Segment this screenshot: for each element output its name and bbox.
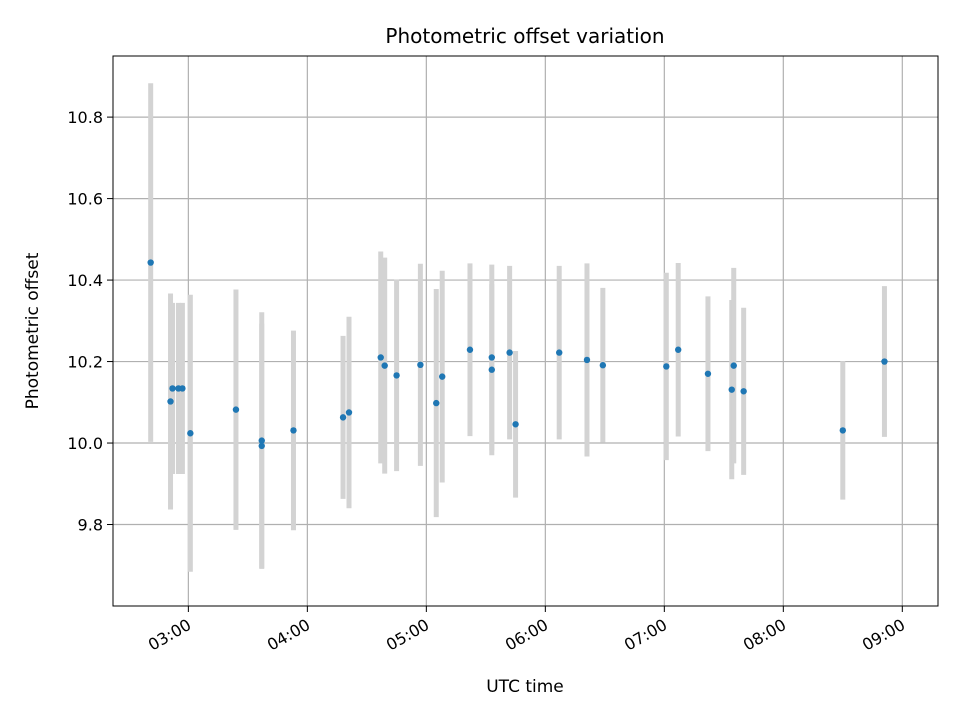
x-tick-label: 09:00 xyxy=(859,615,908,655)
data-point xyxy=(147,259,154,266)
data-points xyxy=(147,259,888,450)
data-point xyxy=(881,358,888,365)
data-point xyxy=(663,363,670,370)
y-tick-label: 10.2 xyxy=(67,353,103,372)
data-point xyxy=(839,427,847,434)
data-point xyxy=(730,362,737,369)
data-point xyxy=(417,361,424,369)
data-point xyxy=(439,373,446,380)
x-axis-label: UTC time xyxy=(486,677,564,697)
data-point xyxy=(258,442,265,450)
data-point xyxy=(512,421,519,428)
data-point xyxy=(488,354,495,361)
y-tick-label: 10.8 xyxy=(67,108,103,127)
data-point xyxy=(556,349,563,356)
data-point xyxy=(167,398,174,405)
data-point xyxy=(466,346,474,353)
data-point xyxy=(583,356,591,364)
data-point xyxy=(488,366,495,373)
data-point xyxy=(728,386,735,393)
data-point xyxy=(599,362,607,369)
data-point xyxy=(740,388,747,395)
data-point xyxy=(169,385,176,392)
data-point xyxy=(675,346,682,353)
y-tick-label: 10.6 xyxy=(67,190,103,209)
data-point xyxy=(179,385,186,392)
data-point xyxy=(506,349,513,356)
x-axis-ticks: 03:00 04:00 05:00 06:00 07:00 08:00 09:00 xyxy=(145,606,908,655)
x-tick-label: 07:00 xyxy=(621,615,670,655)
error-bars xyxy=(148,83,887,572)
data-point xyxy=(187,430,194,437)
x-tick-label: 06:00 xyxy=(502,615,551,655)
data-point xyxy=(339,414,347,421)
y-axis-label: Photometric offset xyxy=(23,252,43,409)
data-point xyxy=(258,437,265,444)
x-tick-label: 08:00 xyxy=(740,615,789,655)
data-point xyxy=(433,399,440,407)
y-tick-label: 10.4 xyxy=(67,271,103,290)
data-point xyxy=(345,409,353,416)
y-axis-ticks: 9.8 10.0 10.2 10.4 10.6 10.8 xyxy=(67,108,113,535)
chart-title: Photometric offset variation xyxy=(385,24,664,48)
data-point xyxy=(290,427,297,434)
x-tick-label: 04:00 xyxy=(264,615,313,655)
data-point xyxy=(232,406,240,413)
x-tick-label: 05:00 xyxy=(383,615,432,655)
plot-frame xyxy=(112,55,939,607)
data-point xyxy=(381,362,388,369)
y-tick-label: 10.0 xyxy=(67,434,103,453)
data-point xyxy=(393,372,400,379)
x-tick-label: 03:00 xyxy=(145,615,194,655)
y-tick-label: 9.8 xyxy=(78,516,103,535)
data-point xyxy=(377,354,384,361)
data-point xyxy=(704,370,712,377)
